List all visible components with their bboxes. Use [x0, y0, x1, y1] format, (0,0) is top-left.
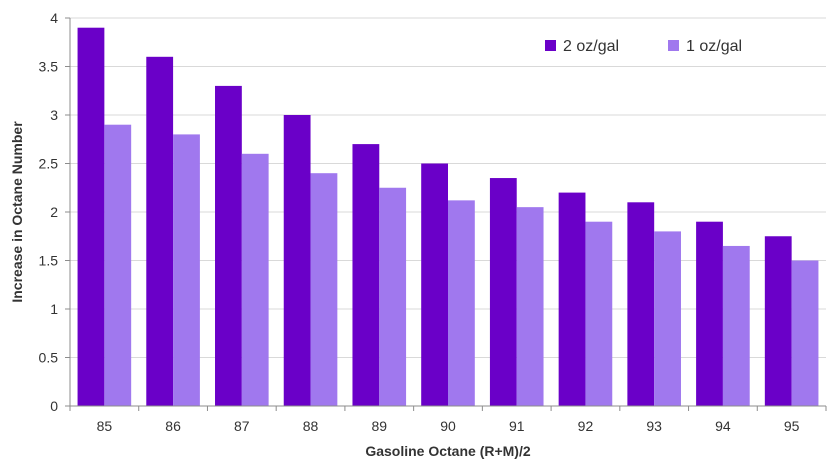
- x-axis-title: Gasoline Octane (R+M)/2: [365, 443, 531, 459]
- legend-label: 2 oz/gal: [563, 38, 619, 55]
- x-tick-label: 88: [303, 418, 319, 434]
- bar-series-2-92: [585, 221, 613, 406]
- axes: [65, 17, 827, 411]
- bar-series-1-95: [764, 236, 792, 406]
- bar-series-2-87: [241, 153, 269, 406]
- bar-series-1-85: [77, 27, 105, 406]
- bar-series-2-85: [104, 124, 132, 406]
- bar-series-1-87: [215, 85, 242, 407]
- x-tick-label: 95: [784, 418, 800, 434]
- bar-series-2-89: [379, 187, 407, 406]
- y-tick-label: 1.5: [39, 253, 59, 269]
- x-tick-label: 91: [509, 418, 525, 434]
- legend-swatch: [668, 40, 679, 51]
- legend: 2 oz/gal 1 oz/gal: [545, 38, 742, 55]
- x-tick-label: 94: [715, 418, 731, 434]
- bar-series-2-91: [516, 207, 544, 406]
- bar-series-1-93: [627, 202, 655, 406]
- bar-series-1-89: [352, 144, 380, 406]
- bar-series-1-94: [696, 221, 723, 406]
- y-tick-label: 2: [50, 204, 58, 220]
- bar-series-2-88: [310, 173, 338, 406]
- y-tick-label: 3.5: [39, 59, 59, 75]
- y-axis-title: Increase in Octane Number: [9, 121, 25, 303]
- bar-series-1-86: [146, 56, 174, 407]
- y-tick-label: 2.5: [39, 156, 59, 172]
- x-tick-label: 86: [165, 418, 181, 434]
- x-tick-label: 87: [234, 418, 250, 434]
- legend-label: 1 oz/gal: [686, 38, 742, 55]
- bar-series-1-92: [558, 192, 586, 406]
- x-tick-label: 90: [440, 418, 456, 434]
- legend-swatch: [545, 40, 556, 51]
- y-tick-label: 0.5: [39, 350, 59, 366]
- y-tick-labels: 0 0.5 1 1.5 2 2.5 3 3.5 4: [39, 10, 59, 414]
- bar-series-2-95: [791, 260, 819, 406]
- y-tick-label: 4: [50, 10, 58, 26]
- bar-series-1-91: [489, 178, 517, 406]
- bar-series-2-90: [448, 200, 475, 406]
- x-tick-label: 89: [371, 418, 387, 434]
- bars: [77, 27, 819, 407]
- bar-series-1-88: [283, 115, 311, 406]
- y-tick-label: 0: [50, 398, 58, 414]
- bar-series-2-94: [722, 245, 750, 406]
- y-tick-label: 1: [50, 301, 58, 317]
- x-tick-label: 93: [646, 418, 662, 434]
- x-tick-label: 85: [97, 418, 113, 434]
- bar-series-2-86: [173, 134, 200, 406]
- x-tick-label: 92: [578, 418, 594, 434]
- y-tick-label: 3: [50, 107, 58, 123]
- bar-series-1-90: [421, 163, 448, 406]
- x-tick-labels: 85 86 87 88 89 90 91 92 93 94 95: [97, 418, 800, 434]
- bar-series-2-93: [654, 231, 681, 406]
